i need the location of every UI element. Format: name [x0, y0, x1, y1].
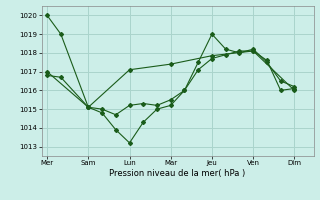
X-axis label: Pression niveau de la mer( hPa ): Pression niveau de la mer( hPa ) [109, 169, 246, 178]
